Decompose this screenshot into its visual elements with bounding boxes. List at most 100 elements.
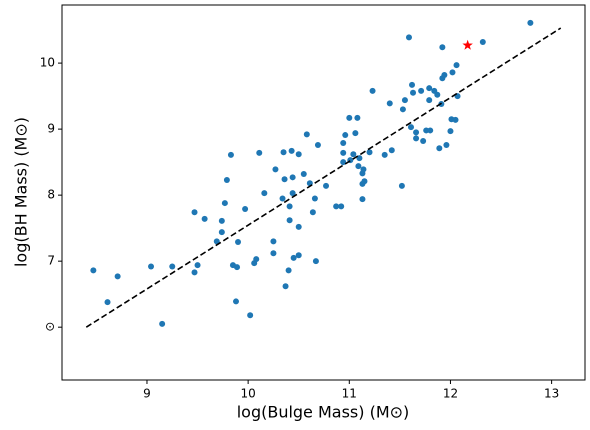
data-point [290,254,297,261]
data-point [527,19,534,26]
y-tick-label: 10 [40,56,55,70]
data-point [235,239,242,246]
data-point [346,114,353,121]
data-point [410,89,417,96]
data-point [441,71,448,78]
axes-frame [61,4,586,381]
y-tick-label: ⊙ [45,320,55,334]
x-axis-label: log(Bulge Mass) (M⊙) [237,403,410,422]
x-tick-label: 12 [443,387,458,401]
data-point [399,106,406,113]
data-point [309,209,316,216]
data-point [354,114,361,121]
data-point [386,100,393,107]
highlight-star [462,39,473,50]
data-point [361,178,368,185]
data-point [350,151,357,158]
data-point [453,62,460,69]
data-point [398,182,405,189]
data-point [340,149,347,156]
data-point [359,196,366,203]
data-point [427,127,434,134]
data-point [381,151,388,158]
x-tick-label: 11 [342,387,357,401]
data-point [369,87,376,94]
data-point [426,85,433,92]
data-point [289,190,296,197]
data-point [443,141,450,148]
data-point [338,203,345,210]
y-tick-label: 7 [47,254,55,268]
x-tick-label: 10 [240,387,255,401]
data-point [303,131,310,138]
data-point [314,141,321,148]
data-point [256,149,263,156]
data-point [447,128,454,135]
data-point [408,124,415,131]
data-point [218,217,225,224]
data-point [201,215,208,222]
data-point [281,176,288,183]
data-point [288,147,295,154]
data-point [261,190,268,197]
data-point [340,159,347,166]
data-point [409,81,416,88]
data-point [148,263,155,270]
data-point [169,263,176,270]
data-point [366,149,373,156]
data-point [388,147,395,154]
data-point [413,135,420,142]
data-point [413,129,420,136]
data-point [439,44,446,51]
data-point [312,258,319,265]
data-point [352,130,359,137]
data-point [270,250,277,257]
data-point [434,91,441,98]
data-point [285,267,292,274]
data-point [401,97,408,104]
data-point [270,238,277,245]
data-point [282,283,289,290]
data-point [191,269,198,276]
fit-line [85,27,562,328]
data-point [253,256,260,263]
data-point [355,163,362,170]
data-point [221,200,228,207]
data-point [323,182,330,189]
data-point [295,223,302,230]
data-point [436,145,443,152]
data-point [295,151,302,158]
data-point [280,149,287,156]
data-point [191,209,198,216]
data-point [479,38,486,45]
x-tick-label: 13 [544,387,559,401]
data-point [286,203,293,210]
data-point [418,87,425,94]
data-point [90,267,97,274]
data-point [340,139,347,146]
data-point [159,320,166,327]
data-point [234,264,241,271]
data-point [104,299,111,306]
data-point [295,252,302,259]
data-point [286,217,293,224]
data-point [420,138,427,145]
y-axis-label: log(BH Mass) (M⊙) [12,117,31,267]
data-point [213,238,220,245]
data-point [360,166,367,173]
y-tick-label: 9 [47,122,55,136]
data-point [114,273,121,280]
data-point [452,116,459,123]
data-point [227,151,234,158]
data-point [405,34,412,41]
data-point [300,171,307,178]
data-point [311,195,318,202]
data-point [279,195,286,202]
data-point [333,203,340,210]
data-point [232,298,239,305]
data-point [218,229,225,236]
data-point [247,312,254,319]
data-point [449,69,456,76]
data-point [342,132,349,139]
